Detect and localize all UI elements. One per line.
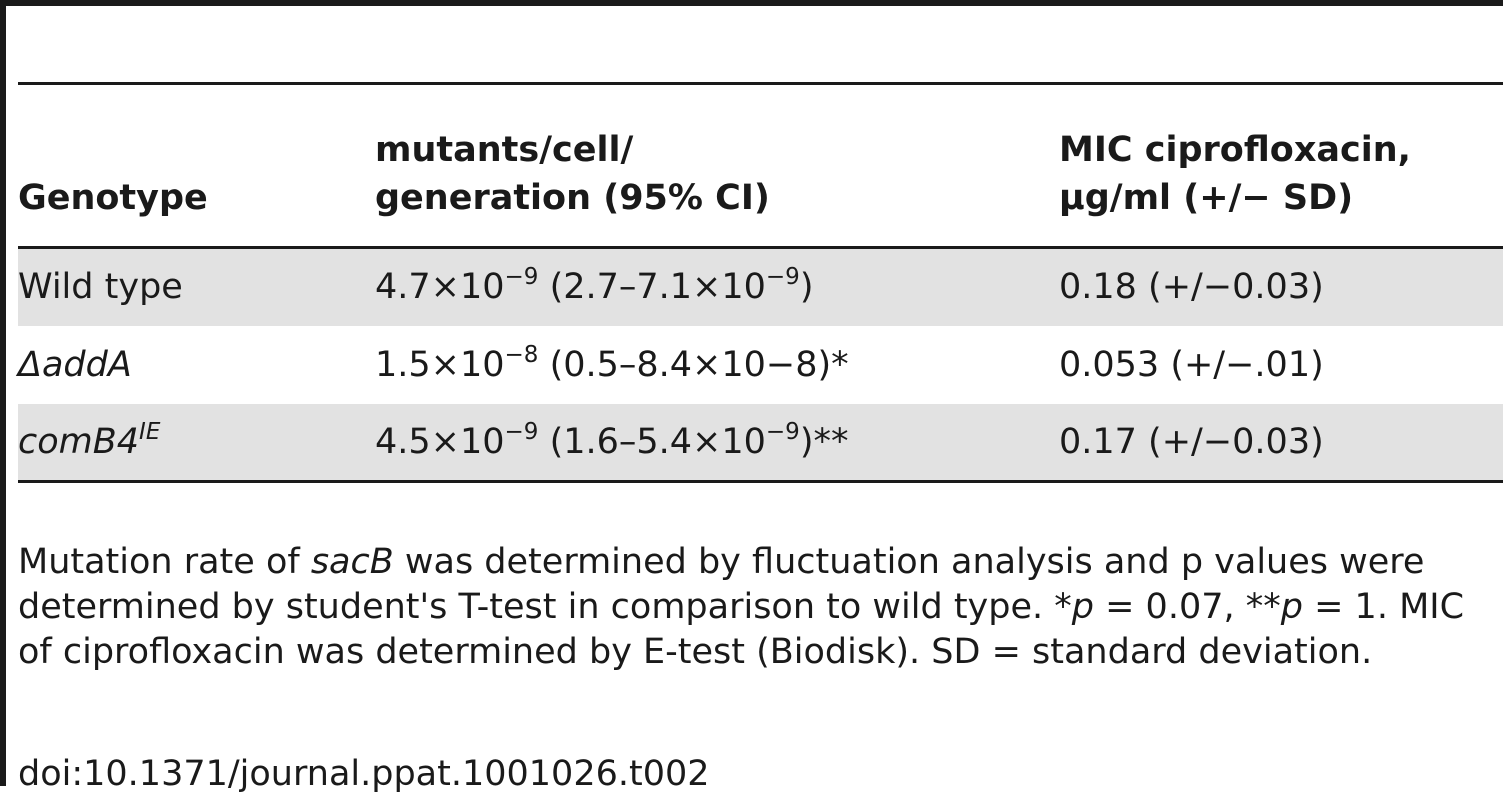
header-mutation-rate: mutants/cell/ generation (95% CI) (375, 82, 1059, 249)
top-rule (0, 0, 1503, 6)
rate-value: 4.7×10 (375, 267, 505, 308)
header-mic-line2: μg/ml (+/− SD) (1059, 178, 1354, 218)
genotype-superscript: IE (139, 418, 161, 445)
rate-ci: (2.7–7.1×10 (538, 267, 766, 308)
cell-genotype: comB4IE (18, 403, 375, 483)
rate-exponent: −9 (504, 418, 539, 445)
header-mic-line1: MIC ciprofloxacin, (1059, 130, 1411, 170)
header-genotype: Genotype (18, 82, 375, 249)
header-mutation-rate-line1: mutants/cell/ (375, 130, 634, 170)
caption-p-symbol: p (1280, 587, 1303, 627)
cell-mutation-rate: 4.5×10−9 (1.6–5.4×10−9)** (375, 403, 1059, 483)
caption-text: Mutation rate of (18, 542, 311, 582)
results-table: Genotype mutants/cell/ generation (95% C… (18, 82, 1503, 483)
rate-ci-exponent: −9 (765, 418, 800, 445)
cell-mutation-rate: 1.5×10−8 (0.5–8.4×10−8)* (375, 326, 1059, 404)
table-footnote: Mutation rate of sacB was determined by … (18, 540, 1503, 675)
rate-ci-close: )** (799, 421, 849, 462)
caption-text: = 1. MIC of ciprofloxacin was determined… (18, 587, 1465, 672)
cell-genotype: Wild type (18, 247, 375, 326)
genotype-text: Wild type (18, 267, 183, 308)
header-mic: MIC ciprofloxacin, μg/ml (+/− SD) (1059, 82, 1503, 249)
table-header-row: Genotype mutants/cell/ generation (95% C… (18, 82, 1503, 249)
table-row: ΔaddA 1.5×10−8 (0.5–8.4×10−8)* 0.053 (+/… (18, 326, 1503, 404)
rate-ci-close: ) (799, 267, 814, 308)
rate-ci: (0.5–8.4×10−8)* (538, 344, 849, 385)
genotype-text: ΔaddA (18, 344, 132, 385)
left-border (0, 0, 6, 786)
cell-mic: 0.053 (+/−.01) (1059, 344, 1324, 385)
caption-text: was determined by fluctuation analysis a… (18, 542, 1425, 627)
rate-exponent: −9 (504, 264, 539, 291)
table-row: comB4IE 4.5×10−9 (1.6–5.4×10−9)** 0.17 (… (18, 403, 1503, 483)
doi-link[interactable]: doi:10.1371/journal.ppat.1001026.t002 (18, 754, 710, 794)
header-mutation-rate-line2: generation (95% CI) (375, 178, 770, 218)
cell-mic: 0.18 (+/−0.03) (1059, 247, 1503, 326)
results-table-container: Genotype mutants/cell/ generation (95% C… (18, 82, 1503, 483)
table-row: Wild type 4.7×10−9 (2.7–7.1×10−9) 0.18 (… (18, 247, 1503, 326)
cell-genotype: ΔaddA (18, 326, 375, 404)
caption-gene-name: sacB (310, 542, 394, 582)
rate-value: 4.5×10 (375, 421, 505, 462)
cell-mutation-rate: 4.7×10−9 (2.7–7.1×10−9) (375, 247, 1059, 326)
cell-mic: 0.17 (+/−0.03) (1059, 403, 1503, 483)
rate-ci: (1.6–5.4×10 (538, 421, 766, 462)
genotype-text: comB4 (18, 421, 140, 462)
caption-p-symbol: p (1071, 587, 1094, 627)
rate-value: 1.5×10 (375, 344, 505, 385)
header-genotype-line2: Genotype (18, 178, 208, 218)
rate-exponent: −8 (504, 341, 539, 368)
caption-text: = 0.07, ** (1093, 587, 1281, 627)
rate-ci-exponent: −9 (765, 264, 800, 291)
